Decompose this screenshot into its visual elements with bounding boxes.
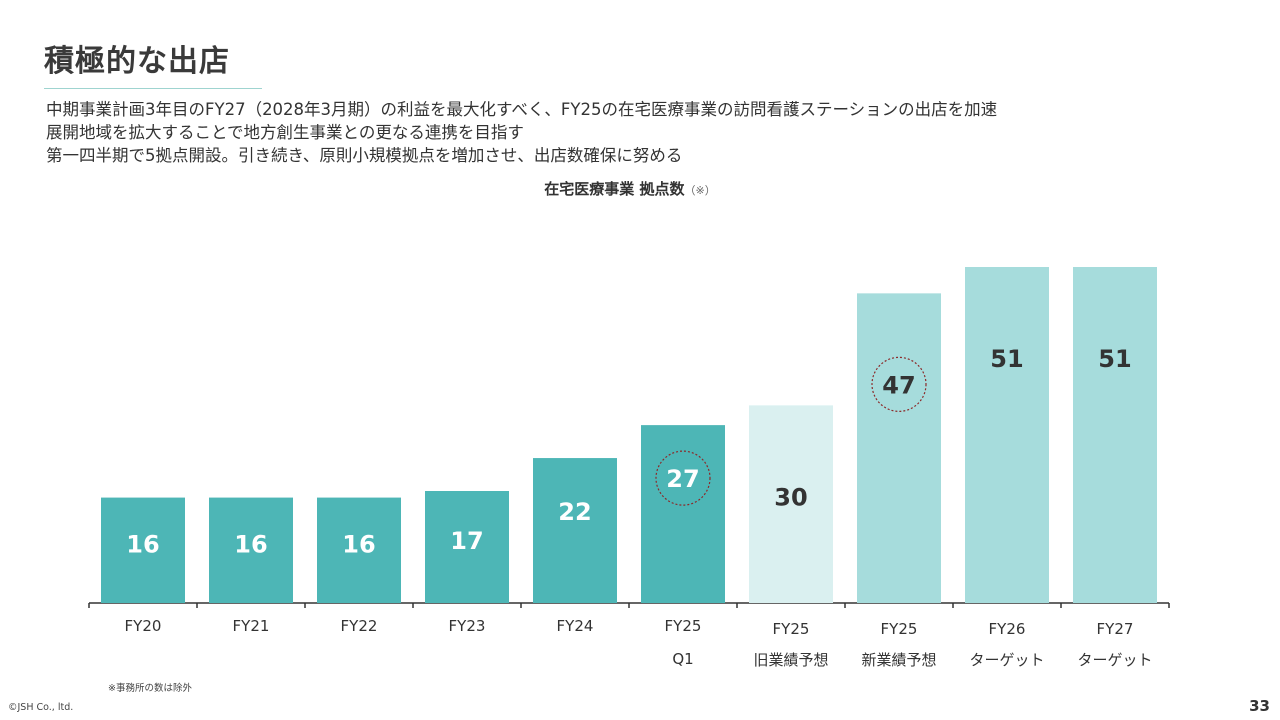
chart-title: 在宅医療事業 拠点数 (544, 180, 685, 198)
x-tick-label: FY27 (1097, 620, 1134, 638)
chart-title-block: 在宅医療事業 拠点数（※） (0, 178, 1260, 199)
x-tick-label: FY24 (557, 617, 594, 635)
x-tick-label: ターゲット (1077, 651, 1152, 669)
bar (317, 497, 401, 603)
x-tick-label: FY25 (773, 620, 810, 638)
description-line: 中期事業計画3年目のFY27（2028年3月期）の利益を最大化すべく、FY25の… (46, 100, 998, 119)
page-number: 33 (1249, 697, 1270, 715)
title-underline (44, 88, 262, 89)
x-tick-label: 旧業績予想 (753, 651, 828, 669)
page-title: 積極的な出店 (44, 44, 230, 79)
x-tick-label: FY23 (449, 617, 486, 635)
bar-value-label: 47 (882, 371, 915, 399)
bar-value-label: 16 (126, 530, 159, 558)
description: 中期事業計画3年目のFY27（2028年3月期）の利益を最大化すべく、FY25の… (46, 98, 997, 167)
bar (209, 497, 293, 603)
x-tick-label: FY21 (233, 617, 270, 635)
bar (857, 293, 941, 603)
x-tick-label: 新業績予想 (861, 651, 936, 669)
description-line: 展開地域を拡大することで地方創生事業との更なる連携を目指す (46, 123, 524, 142)
bar (749, 405, 833, 603)
bar-value-label: 17 (450, 527, 483, 555)
bar (101, 497, 185, 603)
x-tick-label: ターゲット (969, 651, 1044, 669)
x-tick-label: FY25 (881, 620, 918, 638)
bar-value-label: 16 (342, 530, 375, 558)
chart-title-note: （※） (684, 184, 716, 197)
bar (965, 267, 1049, 603)
bar-value-label: 16 (234, 530, 267, 558)
bar-value-label: 22 (558, 498, 591, 526)
copyright: ©JSH Co., ltd. (8, 702, 74, 713)
highlight-circle (871, 356, 927, 412)
highlight-circle (655, 450, 711, 506)
bar-value-label: 51 (1098, 345, 1131, 373)
x-tick-label: Q1 (672, 650, 693, 668)
bar-value-label: 51 (990, 345, 1023, 373)
bar-value-label: 27 (666, 465, 699, 493)
x-tick-label: FY22 (341, 617, 378, 635)
x-tick-label: FY20 (125, 617, 162, 635)
bar-value-label: 30 (774, 483, 807, 511)
x-tick-label: FY25 (665, 617, 702, 635)
footnote: ※事務所の数は除外 (108, 683, 192, 694)
bar (425, 491, 509, 603)
x-tick-label: FY26 (989, 620, 1026, 638)
bar (1073, 267, 1157, 603)
description-line: 第一四半期で5拠点開設。引き続き、原則小規模拠点を増加させ、出店数確保に努める (46, 146, 683, 165)
bar (533, 458, 617, 603)
bar (641, 425, 725, 603)
